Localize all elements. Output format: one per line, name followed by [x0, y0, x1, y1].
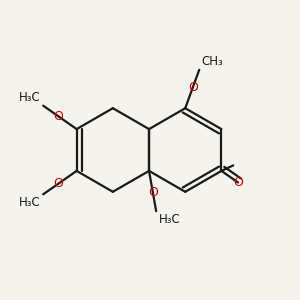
Text: O: O	[53, 177, 63, 190]
Text: O: O	[148, 186, 158, 200]
Text: H₃C: H₃C	[19, 91, 41, 104]
Text: O: O	[53, 110, 63, 123]
Text: O: O	[188, 81, 198, 94]
Text: O: O	[233, 176, 243, 189]
Text: CH₃: CH₃	[202, 55, 224, 68]
Text: H₃C: H₃C	[159, 213, 180, 226]
Text: H₃C: H₃C	[19, 196, 41, 209]
